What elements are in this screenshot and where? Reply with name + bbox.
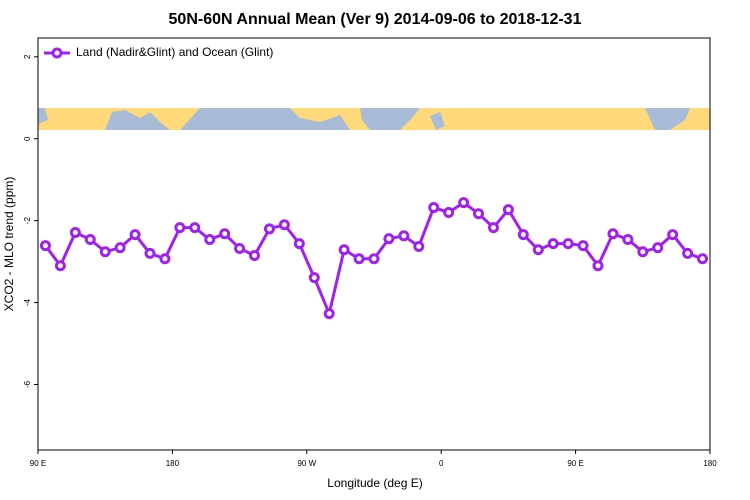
legend: Land (Nadir&Glint) and Ocean (Glint): [44, 45, 273, 59]
data-point: [637, 246, 649, 258]
data-point: [39, 240, 51, 252]
data-point: [622, 233, 634, 245]
plot-frame: [37, 37, 711, 451]
data-point: [473, 208, 485, 220]
data-point: [129, 229, 141, 241]
data-point: [219, 228, 231, 240]
data-point: [682, 247, 694, 259]
data-point: [487, 222, 499, 234]
data-point: [54, 260, 66, 272]
chart-title: 50N-60N Annual Mean (Ver 9) 2014-09-06 t…: [169, 11, 582, 28]
data-point: [204, 233, 216, 245]
legend-marker: [51, 47, 63, 59]
y-tick-label: -4: [23, 298, 32, 306]
x-tick-label: 180: [166, 459, 180, 468]
x-tick-label: 90 W: [297, 459, 316, 468]
data-point: [69, 227, 81, 239]
data-point: [308, 272, 320, 284]
data-point: [263, 223, 275, 235]
data-point: [652, 242, 664, 254]
data-point: [398, 230, 410, 242]
data-point: [697, 253, 709, 265]
data-point: [99, 246, 111, 258]
data-point: [293, 238, 305, 250]
x-tick-label: 90 E: [567, 459, 583, 468]
x-tick-label: 90 E: [30, 459, 46, 468]
legend-label: Land (Nadir&Glint) and Ocean (Glint): [76, 45, 273, 59]
data-point: [383, 233, 395, 245]
data-point: [458, 197, 470, 209]
data-point: [114, 242, 126, 254]
data-point: [607, 228, 619, 240]
data-point: [174, 222, 186, 234]
y-tick-label: 0: [23, 136, 32, 141]
data-point: [144, 247, 156, 259]
data-point: [413, 240, 425, 252]
data-point: [428, 202, 440, 214]
y-tick-label: -6: [23, 380, 32, 388]
data-point: [338, 244, 350, 256]
data-point: [547, 238, 559, 250]
data-point: [159, 253, 171, 265]
data-point: [189, 222, 201, 234]
x-axis-label: Longitude (deg E): [327, 476, 422, 490]
map-band: [38, 108, 710, 130]
data-point: [368, 253, 380, 265]
data-point: [532, 244, 544, 256]
data-point: [278, 219, 290, 231]
x-tick-label: 0: [439, 459, 444, 468]
data-point: [323, 308, 335, 320]
data-point: [517, 229, 529, 241]
data-point: [667, 229, 679, 241]
data-point: [502, 204, 514, 216]
data-point: [443, 206, 455, 218]
data-point: [234, 243, 246, 255]
y-tick-label: -2: [23, 217, 32, 225]
data-point: [249, 249, 261, 261]
y-tick-label: 2: [23, 54, 32, 59]
data-point: [592, 260, 604, 272]
data-point: [562, 238, 574, 250]
y-axis-label: XCO2 - MLO trend (ppm): [2, 177, 16, 312]
data-point: [577, 240, 589, 252]
data-point: [84, 233, 96, 245]
x-tick-label: 180: [703, 459, 717, 468]
data-point: [353, 253, 365, 265]
